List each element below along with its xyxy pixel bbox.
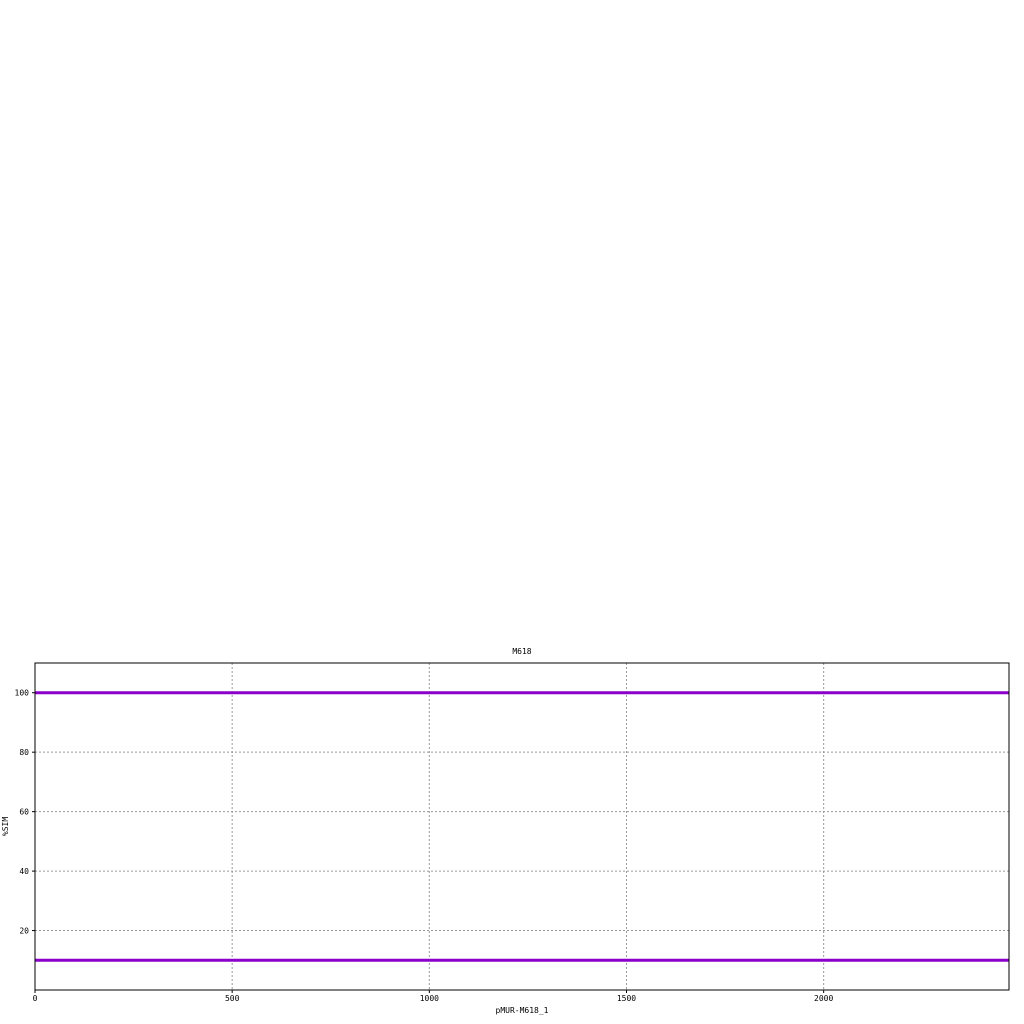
- y-tick-label: 20: [19, 927, 29, 936]
- grid: [35, 663, 1009, 990]
- x-tick-label: 2000: [814, 994, 833, 1003]
- plot-frame: [34, 662, 1010, 991]
- chart-title: M618: [512, 647, 531, 656]
- y-tick-label: 80: [19, 748, 29, 757]
- x-axis-label: pMUR-M618_1: [496, 1006, 549, 1015]
- y-axis-label: %SIM: [1, 817, 10, 836]
- y-tick-label: 60: [19, 808, 29, 817]
- x-tick-label: 1500: [617, 994, 636, 1003]
- x-tick-label: 1000: [420, 994, 439, 1003]
- y-tick-label: 100: [15, 689, 30, 698]
- x-tick-label: 0: [33, 994, 38, 1003]
- x-axis: 0 500 1000 1500 2000: [33, 990, 833, 1003]
- y-tick-label: 40: [19, 867, 29, 876]
- y-axis: 20 40 60 80 100: [15, 689, 35, 936]
- series-group: [35, 691, 1009, 962]
- x-tick-label: 500: [225, 994, 240, 1003]
